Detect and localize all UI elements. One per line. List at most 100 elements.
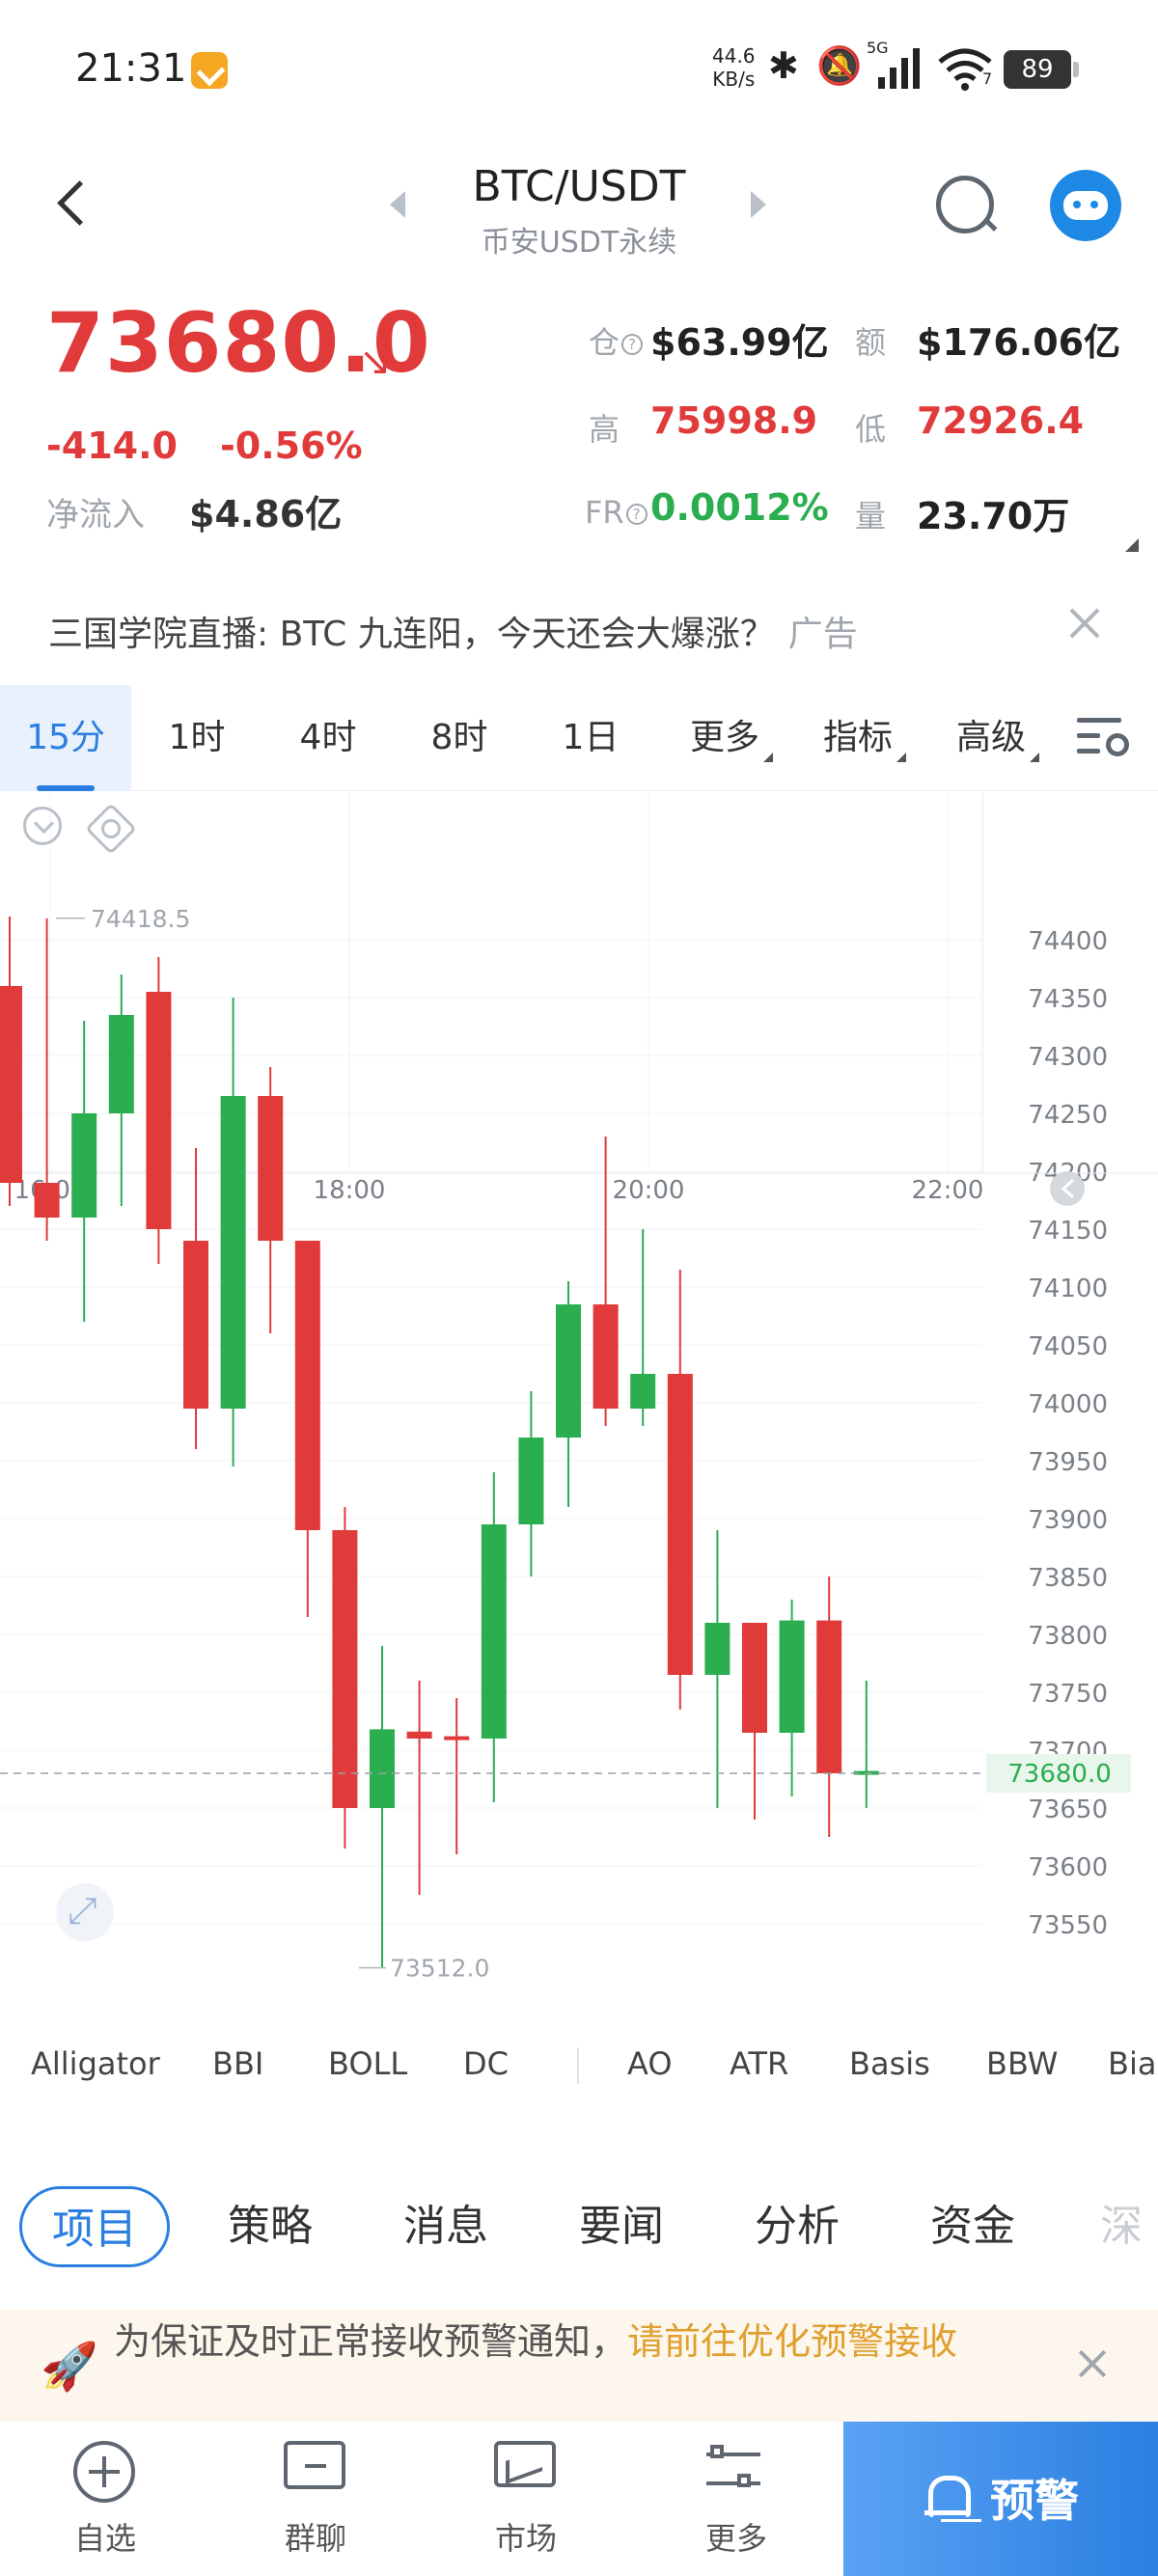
back-icon[interactable] xyxy=(50,179,95,224)
tab-analysis[interactable]: 分析 xyxy=(755,2202,840,2251)
candle-body xyxy=(406,1731,432,1739)
signal-icon xyxy=(874,44,924,93)
tab-1h[interactable]: 1时 xyxy=(131,685,262,791)
tab-more[interactable]: 更多 xyxy=(666,685,797,791)
tab-label: 高级 xyxy=(955,718,1026,757)
search-icon[interactable] xyxy=(934,174,996,235)
net-inflow-value: $4.86亿 xyxy=(189,493,343,535)
indicator-bbi[interactable]: BBI xyxy=(212,2045,264,2082)
candle-body xyxy=(444,1736,470,1740)
indicator-basis[interactable]: Basis xyxy=(849,2045,930,2082)
robot-avatar-icon[interactable] xyxy=(1050,170,1121,241)
y-tick-label: 73550 xyxy=(1028,1911,1108,1940)
net-inflow-label: 净流入 xyxy=(46,496,145,534)
dropdown-icon xyxy=(763,753,773,762)
help-icon[interactable]: ? xyxy=(621,334,644,355)
low-label: 低 xyxy=(855,411,887,448)
nav-market[interactable]: 市场 xyxy=(421,2422,631,2576)
status-bar: 21:31 44.6 KB/s ✱ 🔕 5G 7 89 xyxy=(0,0,1158,145)
notice-link[interactable]: 请前往优化预警接收 xyxy=(627,2320,958,2363)
candle-body xyxy=(258,1096,284,1241)
mute-icon: 🔕 xyxy=(816,44,863,87)
indicator-bias[interactable]: Bias xyxy=(1108,2045,1158,2082)
candle-body xyxy=(0,986,22,1183)
tab-label: 8时 xyxy=(430,718,488,757)
nav-group-chat[interactable]: 群聊 xyxy=(210,2422,421,2576)
tab-funds[interactable]: 资金 xyxy=(930,2202,1015,2251)
net-speed-unit: KB/s xyxy=(712,68,756,91)
fullscreen-icon[interactable] xyxy=(56,1883,114,1941)
y-tick-label: 74350 xyxy=(1028,985,1108,1014)
y-tick-label: 74150 xyxy=(1028,1217,1108,1246)
header: BTC/USDT 币安USDT永续 xyxy=(0,145,1158,270)
last-price-tag xyxy=(986,1754,1131,1793)
network-type: 5G xyxy=(867,39,889,57)
tab-strategy[interactable]: 策略 xyxy=(228,2202,313,2251)
y-tick-label: 73750 xyxy=(1028,1680,1108,1709)
battery-icon: 89 xyxy=(1004,50,1079,89)
tab-headlines[interactable]: 要闻 xyxy=(579,2202,664,2251)
indicator-alligator[interactable]: Alligator xyxy=(31,2045,160,2082)
next-pair-icon[interactable] xyxy=(751,191,766,218)
kline-chart[interactable]: 7440074350743007425074200741507410074050… xyxy=(0,793,1158,2009)
alert-button[interactable]: 预警 xyxy=(843,2422,1158,2576)
tab-8h[interactable]: 8时 xyxy=(394,685,525,791)
candle-body xyxy=(183,1241,208,1409)
add-circle-icon xyxy=(73,2441,135,2503)
low-value: 72926.4 xyxy=(917,399,1085,442)
indicator-atr[interactable]: ATR xyxy=(730,2045,789,2082)
bell-icon xyxy=(924,2474,971,2522)
ad-tag: 广告 xyxy=(787,615,858,654)
tab-depth[interactable]: 深 xyxy=(1100,2202,1143,2251)
tab-4h[interactable]: 4时 xyxy=(262,685,394,791)
tab-label: 1时 xyxy=(168,718,226,757)
close-icon[interactable] xyxy=(1065,604,1104,643)
y-tick-label: 74000 xyxy=(1028,1390,1108,1419)
tab-advanced[interactable]: 高级 xyxy=(932,685,1063,791)
net-speed: 44.6 KB/s xyxy=(712,44,756,91)
nav-watchlist[interactable]: 自选 xyxy=(0,2422,210,2576)
dropdown-icon xyxy=(896,753,906,762)
net-speed-value: 44.6 xyxy=(712,44,756,68)
indicator-ao[interactable]: AO xyxy=(627,2045,673,2082)
candle-body xyxy=(667,1374,693,1675)
kline-chart-svg[interactable]: 7440074350743007425074200741507410074050… xyxy=(0,793,1158,2009)
rocket-icon: 🚀 xyxy=(41,2340,98,2394)
ad-banner[interactable]: 三国学院直播: BTC 九连阳，今天还会大爆涨？ 广告 xyxy=(48,606,858,656)
gear-icon[interactable] xyxy=(89,807,127,845)
tab-messages[interactable]: 消息 xyxy=(403,2202,488,2251)
tab-indicators[interactable]: 指标 xyxy=(799,685,930,791)
y-tick-label: 73950 xyxy=(1028,1448,1108,1477)
candle-body xyxy=(34,1183,60,1218)
app-icon xyxy=(191,52,228,89)
collapse-icon[interactable] xyxy=(23,807,62,845)
tab-15m[interactable]: 15分 xyxy=(0,685,131,791)
volume-value: 23.70万 xyxy=(917,495,1070,537)
bluetooth-icon: ✱ xyxy=(768,44,799,87)
pair-title[interactable]: BTC/USDT xyxy=(472,162,686,211)
last-price: 73680.0 xyxy=(46,295,431,392)
candle-body xyxy=(108,1015,134,1113)
more-icon xyxy=(704,2441,766,2503)
chart-settings-icon[interactable] xyxy=(1077,714,1131,762)
alert-label: 预警 xyxy=(990,2475,1079,2527)
nav-label: 群聊 xyxy=(284,2520,346,2557)
help-icon[interactable]: ? xyxy=(625,504,648,525)
indicator-dc[interactable]: DC xyxy=(463,2045,509,2082)
nav-more[interactable]: 更多 xyxy=(631,2422,841,2576)
close-icon[interactable] xyxy=(1075,2346,1110,2381)
indicator-boll[interactable]: BOLL xyxy=(328,2045,408,2082)
indicator-bbw[interactable]: BBW xyxy=(986,2045,1059,2082)
max-price-label: 74418.5 xyxy=(91,905,190,933)
high-label: 高 xyxy=(589,411,620,448)
tab-1d[interactable]: 1日 xyxy=(525,685,656,791)
down-arrow-icon: ↘ xyxy=(359,340,392,384)
expand-stats-icon[interactable] xyxy=(1125,538,1139,552)
volume-label: 量 xyxy=(855,498,887,534)
status-time: 21:31 xyxy=(75,46,187,91)
min-price-label: 73512.0 xyxy=(390,1955,489,1983)
prev-pair-icon[interactable] xyxy=(390,191,405,218)
ad-text[interactable]: 三国学院直播: BTC 九连阳，今天还会大爆涨？ xyxy=(48,615,775,654)
tab-project[interactable]: 项目 xyxy=(19,2186,170,2267)
candle-body xyxy=(332,1530,358,1808)
